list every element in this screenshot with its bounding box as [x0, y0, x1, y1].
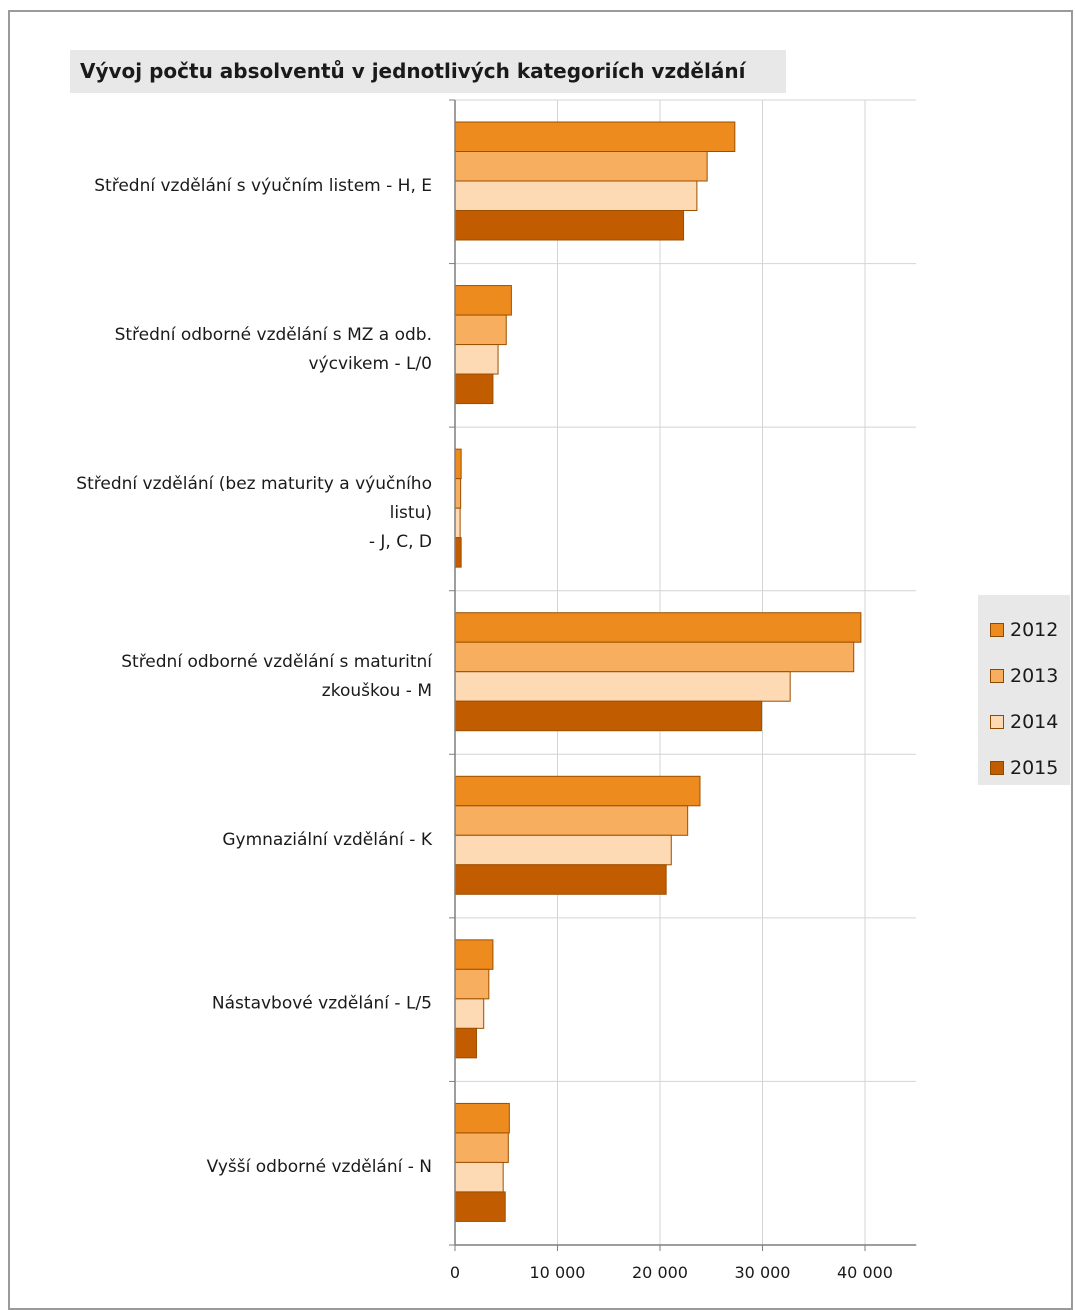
bar-2014-1: [454, 344, 499, 375]
bar-2015-5: [454, 1027, 478, 1059]
x-tick-label: 30 000: [735, 1263, 791, 1282]
bar-2013-2: [454, 478, 462, 509]
legend-swatch: [990, 715, 1004, 729]
category-label: Gymnaziální vzdělání - K: [222, 830, 432, 850]
bar-2014-0: [454, 180, 698, 211]
x-tick-labels: 0 10 000 20 000 30 000 40 000: [450, 1263, 893, 1282]
legend-item: 2012: [978, 607, 1070, 653]
bar-2013-6: [454, 1132, 509, 1163]
x-tick-label: 0: [450, 1263, 460, 1282]
bar-2012-4: [454, 775, 701, 807]
bar-2014-2: [454, 507, 461, 539]
bar-2015-2: [454, 537, 462, 568]
x-tick-label: 20 000: [632, 1263, 688, 1282]
bars-layer: [454, 121, 862, 1222]
legend-label: 2015: [1010, 757, 1059, 779]
chart-title: Vývoj počtu absolventů v jednotlivých ka…: [70, 50, 786, 93]
bar-2015-1: [454, 373, 494, 405]
bar-2012-2: [454, 448, 462, 480]
category-label: zkouškou - M: [322, 681, 432, 701]
bar-2014-6: [454, 1161, 504, 1193]
legend-swatch: [990, 761, 1004, 775]
bar-2014-3: [454, 671, 791, 702]
bar-2013-5: [454, 968, 490, 1000]
legend-item: 2014: [978, 699, 1070, 745]
legend: 2012 2013 2014 2015: [978, 595, 1070, 785]
axis-layer: [449, 99, 917, 1251]
legend-item: 2013: [978, 653, 1070, 699]
category-label: Vyšší odborné vzdělání - N: [207, 1157, 432, 1177]
bar-2012-5: [454, 939, 494, 970]
bar-2012-0: [454, 121, 736, 152]
bar-2013-0: [454, 151, 708, 182]
legend-label: 2012: [1010, 619, 1059, 641]
legend-item: 2015: [978, 745, 1070, 791]
bar-2015-3: [454, 700, 762, 732]
category-label: Nástavbové vzdělání - L/5: [212, 994, 432, 1014]
bar-2013-1: [454, 314, 507, 346]
bar-2012-1: [454, 285, 512, 316]
legend-label: 2014: [1010, 711, 1059, 733]
category-labels: Střední vzdělání s výučním listem - H, E…: [76, 176, 433, 1177]
legend-swatch: [990, 623, 1004, 637]
bar-2015-0: [454, 210, 685, 241]
category-label: listu): [390, 503, 432, 523]
bar-2013-3: [454, 641, 855, 673]
bar-2012-6: [454, 1102, 510, 1134]
x-tick-label: 40 000: [837, 1263, 893, 1282]
bar-2014-4: [454, 834, 672, 866]
category-label: Střední odborné vzdělání s MZ a odb.: [115, 325, 432, 345]
bar-2015-6: [454, 1191, 506, 1222]
category-label: Střední vzdělání s výučním listem - H, E: [94, 176, 432, 196]
legend-swatch: [990, 669, 1004, 683]
category-label: výcvikem - L/0: [309, 354, 432, 374]
category-label: Střední odborné vzdělání s maturitní: [121, 652, 433, 672]
bar-2013-4: [454, 805, 689, 836]
bar-2014-5: [454, 998, 485, 1029]
x-tick-label: 10 000: [530, 1263, 586, 1282]
bar-2015-4: [454, 864, 667, 895]
category-label: - J, C, D: [369, 532, 432, 552]
category-label: Střední vzdělání (bez maturity a výučníh…: [76, 474, 432, 494]
legend-label: 2013: [1010, 665, 1059, 687]
bar-2012-3: [454, 612, 862, 643]
